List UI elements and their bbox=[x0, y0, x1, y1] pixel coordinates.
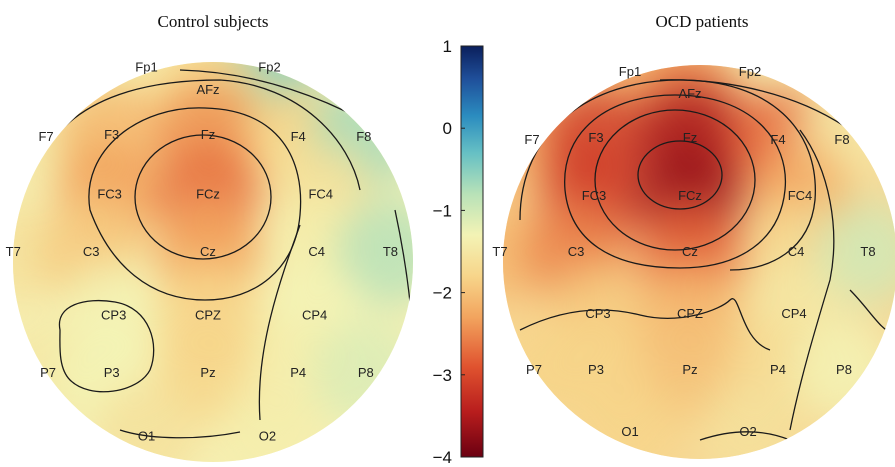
electrode-label-t8: T8 bbox=[860, 244, 875, 259]
ocd-map: OCD patients Fp1 Fp2 AFz F7 F3 Fz F4 F8 FC3 FCz FC… bbox=[492, 12, 895, 459]
electrode-label-f4: F4 bbox=[291, 129, 306, 144]
electrode-label-cp4: CP4 bbox=[781, 306, 806, 321]
colorbar-gradient bbox=[460, 45, 484, 458]
electrode-label-p3: P3 bbox=[588, 362, 604, 377]
electrode-label-afz: AFz bbox=[196, 82, 219, 97]
electrode-label-c3: C3 bbox=[568, 244, 585, 259]
electrode-label-f3: F3 bbox=[104, 127, 119, 142]
electrode-label-afz: AFz bbox=[678, 86, 701, 101]
electrode-label-t7: T7 bbox=[6, 244, 21, 259]
electrode-label-t7: T7 bbox=[492, 244, 507, 259]
electrode-label-p3: P3 bbox=[104, 365, 120, 380]
electrode-label-f7: F7 bbox=[524, 132, 539, 147]
electrode-label-p8: P8 bbox=[836, 362, 852, 377]
electrode-label-cpz: CPZ bbox=[195, 307, 221, 322]
colorbar-tick-label: 0 bbox=[443, 119, 452, 138]
electrode-label-f8: F8 bbox=[834, 132, 849, 147]
colorbar: 1 0 −1 −2 −3 −4 bbox=[433, 37, 484, 467]
electrode-label-c4: C4 bbox=[308, 244, 325, 259]
ocd-electrode-labels: Fp1 Fp2 AFz F7 F3 Fz F4 F8 FC3 FCz FC4 T7 C3 Cz C4 T8 CP… bbox=[492, 64, 875, 439]
electrode-label-fc4: FC4 bbox=[788, 188, 813, 203]
electrode-label-fc4: FC4 bbox=[308, 186, 333, 201]
colorbar-tick-label: −2 bbox=[433, 284, 452, 303]
electrode-label-fc3: FC3 bbox=[97, 186, 122, 201]
electrode-label-fp1: Fp1 bbox=[135, 59, 157, 74]
electrode-label-o2: O2 bbox=[739, 424, 756, 439]
electrode-label-fp2: Fp2 bbox=[739, 64, 761, 79]
electrode-label-cz: Cz bbox=[682, 244, 698, 259]
colorbar-tick-label: −3 bbox=[433, 366, 452, 385]
electrode-label-f4: F4 bbox=[770, 132, 785, 147]
electrode-label-p7: P7 bbox=[526, 362, 542, 377]
electrode-label-fp1: Fp1 bbox=[619, 64, 641, 79]
potential-blob-t7 bbox=[503, 200, 552, 304]
potential-blob-t8 bbox=[337, 198, 413, 306]
electrode-label-p7: P7 bbox=[40, 365, 56, 380]
electrode-label-c3: C3 bbox=[83, 244, 100, 259]
electrode-label-fz: Fz bbox=[683, 130, 697, 145]
electrode-label-p8: P8 bbox=[358, 365, 374, 380]
electrode-label-t8: T8 bbox=[383, 244, 398, 259]
ocd-field bbox=[503, 65, 895, 459]
colorbar-tick-label: 1 bbox=[443, 37, 452, 56]
electrode-label-fc3: FC3 bbox=[582, 188, 607, 203]
control-field bbox=[13, 62, 413, 462]
electrode-label-f7: F7 bbox=[38, 129, 53, 144]
electrode-label-o2: O2 bbox=[259, 428, 276, 443]
electrode-label-cp4: CP4 bbox=[302, 307, 327, 322]
control-panel-title: Control subjects bbox=[158, 12, 269, 31]
electrode-label-fcz: FCz bbox=[678, 188, 702, 203]
electrode-label-fcz: FCz bbox=[196, 186, 220, 201]
electrode-label-fz: Fz bbox=[201, 127, 215, 142]
electrode-label-pz: Pz bbox=[682, 362, 697, 377]
electrode-label-o1: O1 bbox=[621, 424, 638, 439]
ocd-panel-title: OCD patients bbox=[655, 12, 748, 31]
colorbar-ticks: 1 0 −1 −2 −3 −4 bbox=[433, 37, 465, 467]
electrode-label-fp2: Fp2 bbox=[258, 59, 280, 74]
potential-blob-o2 bbox=[214, 383, 321, 462]
electrode-label-pz: Pz bbox=[200, 365, 215, 380]
electrode-label-c4: C4 bbox=[788, 244, 805, 259]
electrode-label-p4: P4 bbox=[770, 362, 786, 377]
colorbar-tick-label: −4 bbox=[433, 448, 452, 467]
electrode-label-cp3: CP3 bbox=[101, 307, 126, 322]
electrode-label-cp3: CP3 bbox=[585, 306, 610, 321]
electrode-label-cpz: CPZ bbox=[677, 306, 703, 321]
electrode-label-o1: O1 bbox=[138, 428, 155, 443]
electrode-label-f3: F3 bbox=[588, 130, 603, 145]
control-electrode-labels: Fp1 Fp2 AFz F7 F3 Fz F4 F8 FC3 FCz FC4 T7 C3 Cz C4 T8 CP… bbox=[6, 59, 398, 443]
electrode-label-cz: Cz bbox=[200, 244, 216, 259]
electrode-label-f8: F8 bbox=[356, 129, 371, 144]
electrode-label-p4: P4 bbox=[290, 365, 306, 380]
colorbar-tick-label: −1 bbox=[433, 201, 452, 220]
